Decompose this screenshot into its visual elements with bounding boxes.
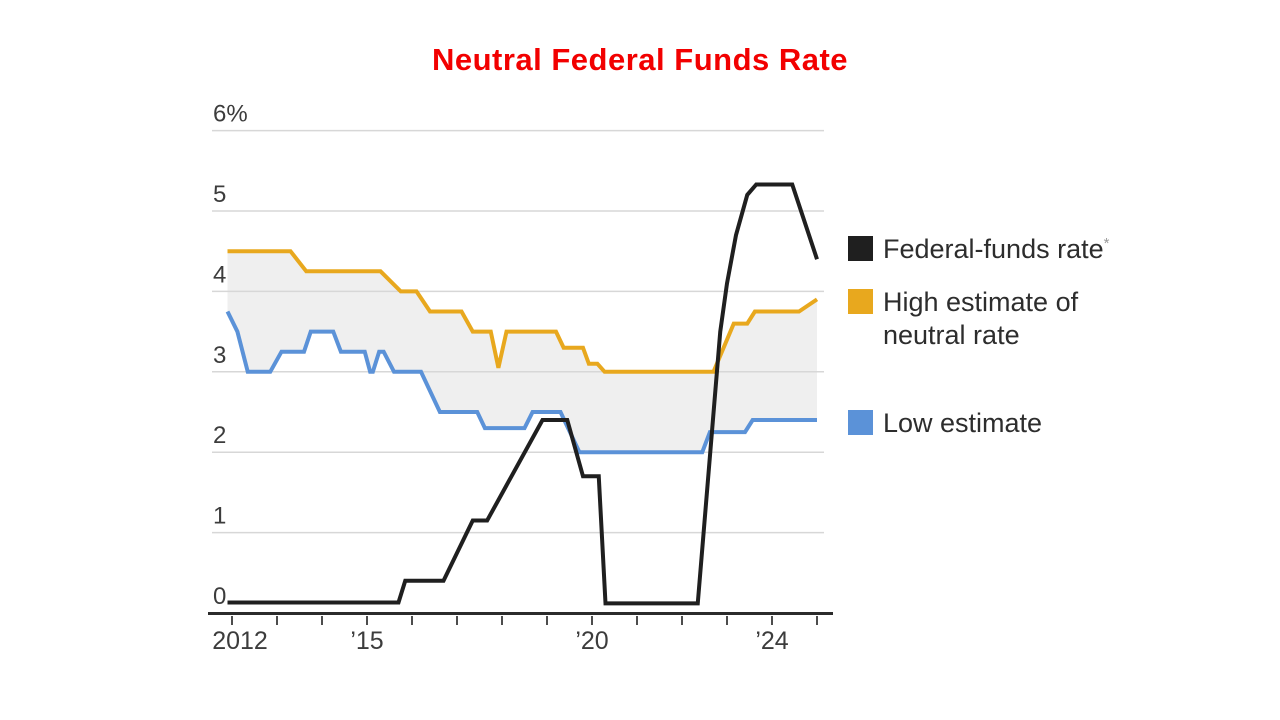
x-axis-label: 2012 — [212, 627, 268, 655]
legend-swatch-high-estimate — [848, 289, 873, 314]
x-axis-label: ’20 — [575, 627, 608, 655]
legend-label-high-estimate: High estimate of neutral rate — [883, 287, 1079, 350]
legend-label-low-estimate: Low estimate — [883, 408, 1043, 438]
y-axis-label: 2 — [213, 422, 226, 449]
legend-item-federal-funds-rate: Federal-funds rate* — [848, 233, 1109, 266]
chart-title: Neutral Federal Funds Rate — [431, 42, 849, 77]
series-line-federal-funds-rate — [227, 182, 819, 606]
y-axis-label: 0 — [213, 583, 226, 610]
series-line-low-estimate — [225, 310, 817, 455]
y-axis-label: 1 — [213, 503, 226, 530]
legend-swatch-federal-funds-rate — [848, 236, 873, 261]
series-line-high-estimate-of-neutral-rate — [227, 249, 819, 374]
y-axis-label: 6% — [213, 101, 248, 128]
legend-swatch-low-estimate — [848, 410, 873, 435]
legend-item-high-estimate: High estimate of neutral rate — [848, 286, 1113, 352]
x-axis-label: ’15 — [350, 627, 383, 655]
y-axis-label: 3 — [213, 342, 226, 369]
footnote-asterisk: * — [1103, 235, 1110, 252]
estimate-range-band — [227, 251, 817, 453]
y-axis-label: 5 — [213, 181, 226, 208]
legend-label-federal-funds-rate: Federal-funds rate* — [883, 233, 1109, 266]
x-axis-label: ’24 — [755, 627, 788, 655]
legend-text: Federal-funds rate — [883, 234, 1104, 264]
legend-item-low-estimate: Low estimate — [848, 407, 1042, 440]
y-axis-label: 4 — [213, 261, 226, 288]
